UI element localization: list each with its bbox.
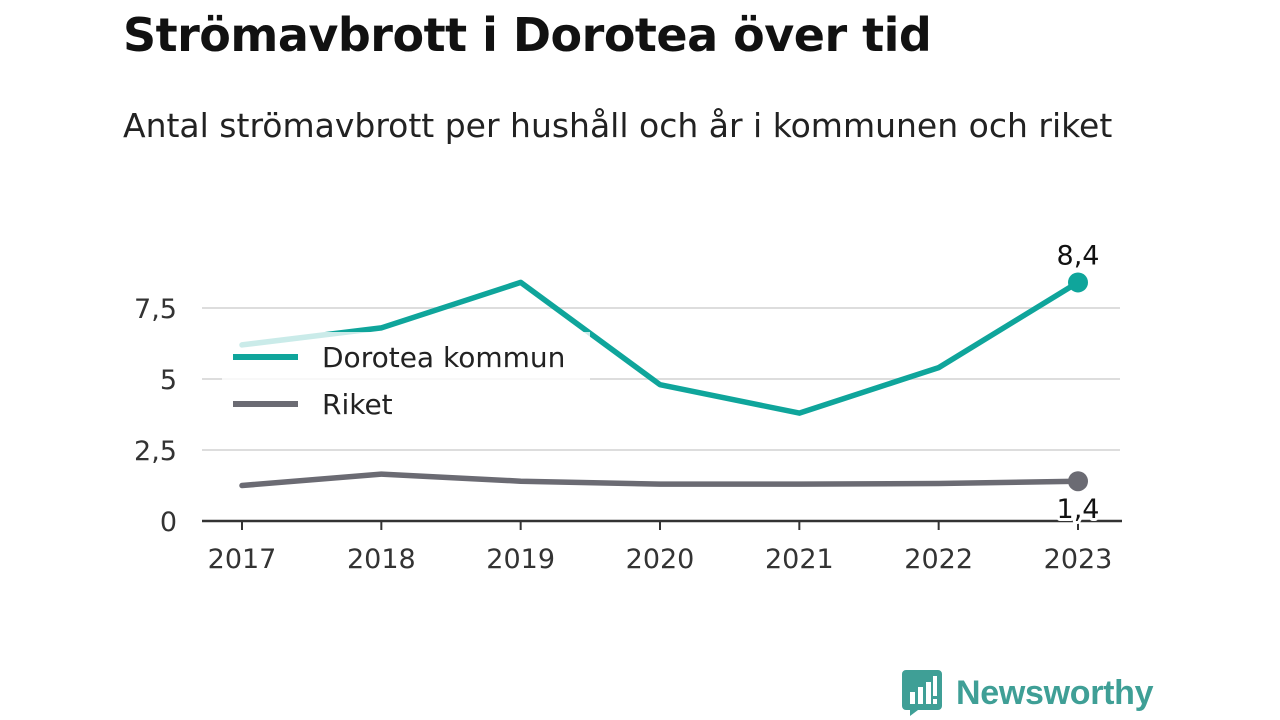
x-tick-label: 2020 — [626, 544, 695, 575]
legend-label: Riket — [322, 388, 393, 421]
end-value-label: 8,4 — [1057, 240, 1100, 271]
chart-subtitle: Antal strömavbrott per hushåll och år i … — [123, 106, 1113, 145]
y-tick-label: 7,5 — [134, 294, 177, 325]
brand-name: Newsworthy — [956, 673, 1154, 712]
x-tick-label: 2021 — [765, 544, 834, 575]
x-tick-label: 2018 — [347, 544, 416, 575]
x-tick-label: 2022 — [904, 544, 973, 575]
legend-label: Dorotea kommun — [322, 341, 565, 374]
end-point-marker — [1068, 471, 1088, 492]
x-tick-label: 2019 — [486, 544, 555, 575]
legend-background — [222, 332, 590, 428]
series-line-1 — [239, 471, 1081, 489]
end-point-marker — [1068, 272, 1088, 293]
y-tick-label: 0 — [160, 507, 177, 538]
newsworthy-logo-icon — [902, 670, 942, 716]
newsworthy-logo: Newsworthy — [902, 670, 1154, 716]
end-value-label: 1,4 — [1057, 494, 1100, 525]
x-tick-label: 2023 — [1044, 544, 1113, 575]
chart-title: Strömavbrott i Dorotea över tid — [123, 8, 932, 62]
x-tick-label: 2017 — [208, 544, 277, 575]
series-line-0 — [239, 279, 1081, 416]
y-tick-label: 5 — [160, 365, 177, 396]
y-tick-label: 2,5 — [134, 436, 177, 467]
